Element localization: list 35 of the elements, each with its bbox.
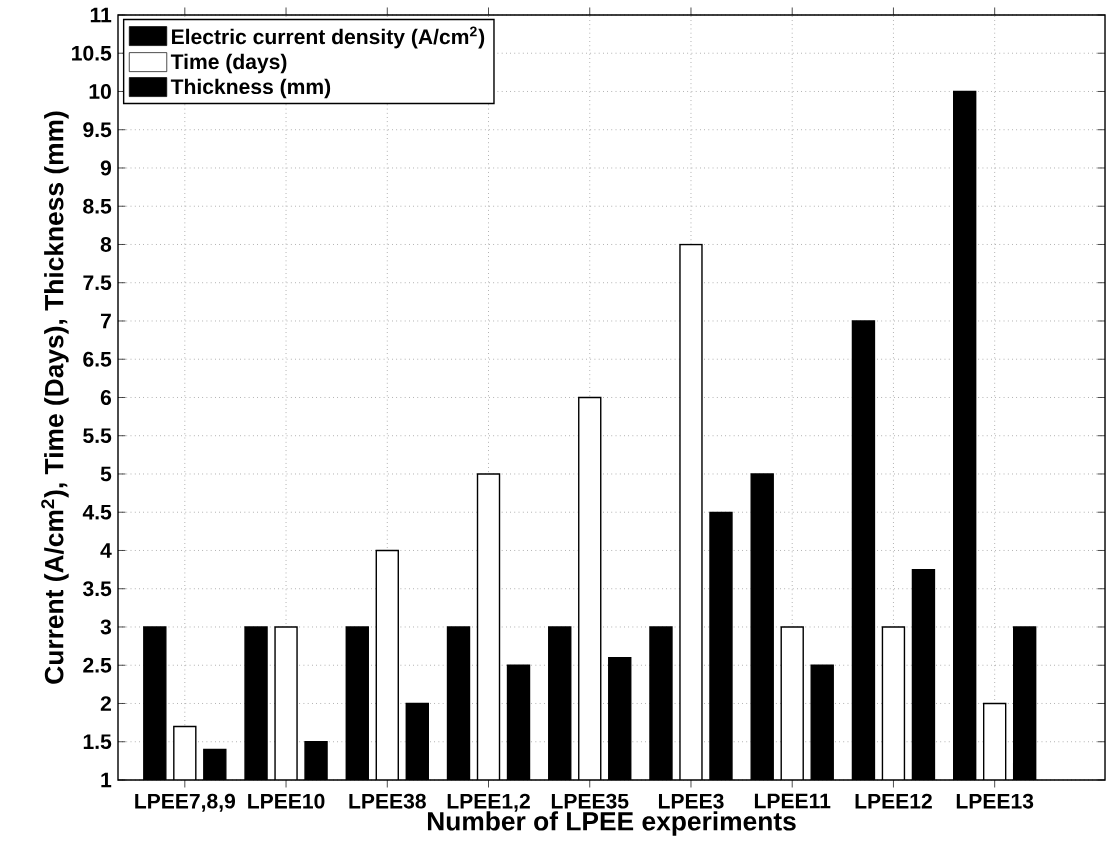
y-tick-label: 1: [101, 772, 112, 788]
legend-label: Electric current density (A/cm$^{2}$): [172, 26, 485, 49]
x-tick-label: LPEE1,2: [447, 793, 530, 812]
y-tick-label: 3: [100, 619, 112, 635]
x-axis-title: Number of LPEE experiments: [427, 811, 796, 836]
y-tick-label: 9: [100, 160, 112, 176]
y-tick-label: 10: [89, 84, 111, 99]
y-tick-label: 8: [100, 237, 112, 252]
legend-label: Thickness (mm): [170, 78, 331, 99]
y-tick-label: 1.5: [83, 734, 112, 750]
x-tick-label: LPEE11: [754, 793, 831, 809]
x-tick-label: LPEE35: [551, 793, 629, 809]
y-tick-label: 3.5: [82, 581, 112, 597]
y-tick-label: 5.5: [83, 428, 112, 444]
legend-label: Time (days): [170, 53, 287, 74]
y-tick-label: 6.5: [83, 351, 112, 367]
y-tick-label: 4.5: [82, 504, 112, 520]
y-tick-label: 7.5: [83, 275, 112, 291]
x-tick-label: LPEE12: [855, 793, 932, 809]
x-tick-label: LPEE3: [658, 793, 724, 809]
y-tick-label: 9.5: [83, 122, 112, 138]
y-tick-label: 11: [90, 7, 112, 23]
x-tick-label: LPEE10: [248, 793, 325, 809]
y-tick-label: 4: [100, 543, 112, 558]
y-tick-label: 10.5: [72, 45, 112, 61]
y-tick-label: 8.5: [83, 198, 112, 214]
x-tick-label: LPEE13: [956, 793, 1034, 809]
y-tick-label: 2.5: [83, 657, 112, 673]
x-tick-label: LPEE7,8,9: [135, 793, 236, 812]
y-tick-label: 7: [100, 313, 111, 329]
y-tick-label: 2: [100, 696, 111, 711]
y-axis-title: Current (A/cm$^{2}$), Time (Days), Thickness (mm): [41, 111, 69, 684]
y-tick-label: 5: [100, 466, 112, 482]
y-tick-label: 6: [100, 390, 112, 405]
x-tick-label: LPEE38: [349, 793, 426, 809]
